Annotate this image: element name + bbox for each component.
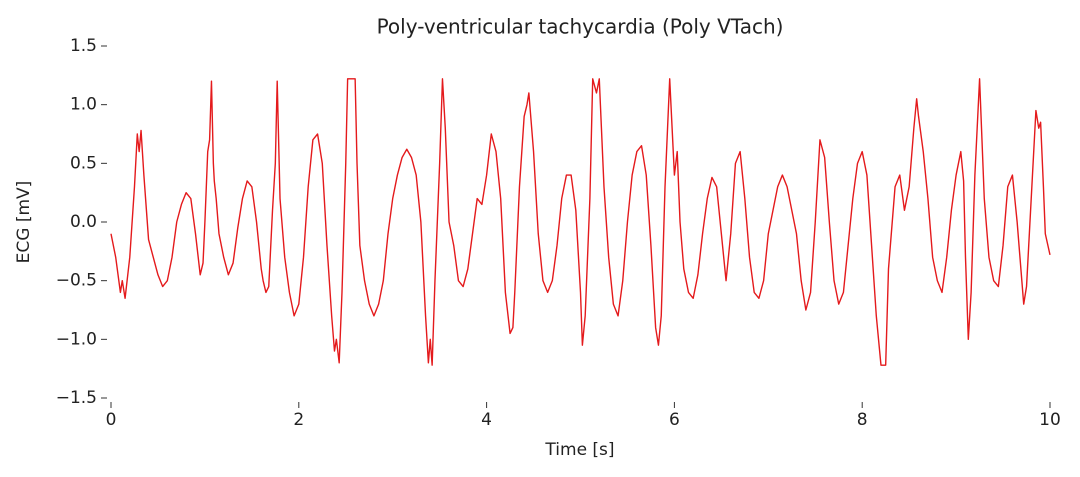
- x-tick-label: 8: [857, 410, 868, 430]
- x-tick-label: 0: [106, 410, 117, 430]
- x-tick-label: 6: [669, 410, 680, 430]
- x-tick-label: 2: [293, 410, 304, 430]
- x-tick-label: 4: [481, 410, 492, 430]
- y-tick-label: 1.0: [70, 95, 97, 115]
- chart-title: Poly-ventricular tachycardia (Poly VTach…: [377, 15, 784, 39]
- ecg-line: [110, 78, 1051, 366]
- y-tick-label: 0.0: [70, 212, 97, 232]
- y-axis-label: ECG [mV]: [14, 181, 34, 264]
- y-tick-label: −0.5: [56, 271, 97, 291]
- y-tick-label: 0.5: [70, 153, 97, 173]
- y-tick-label: −1.5: [56, 388, 97, 408]
- x-tick-label: 10: [1039, 410, 1061, 430]
- x-axis-label: Time [s]: [544, 440, 614, 460]
- y-tick-label: −1.0: [56, 329, 97, 349]
- y-tick-label: 1.5: [70, 36, 97, 56]
